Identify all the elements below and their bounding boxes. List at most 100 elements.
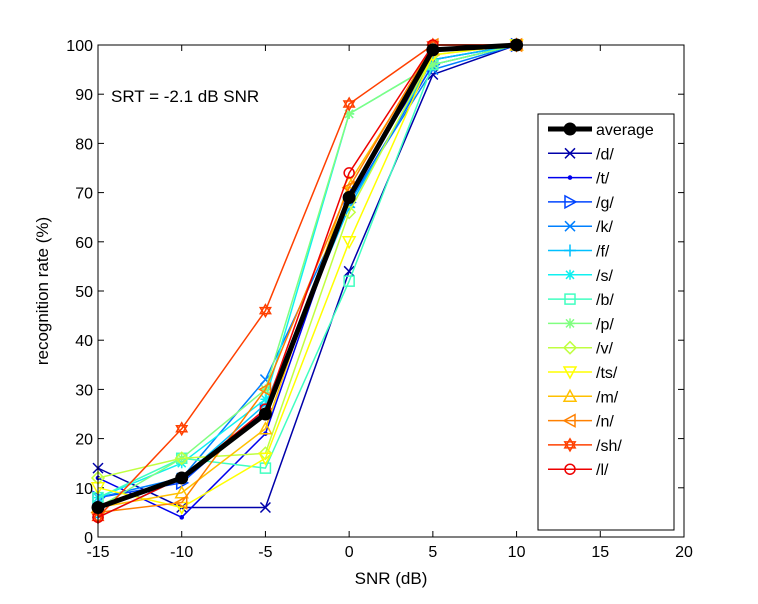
- data-point: [179, 515, 185, 520]
- legend-marker: [563, 437, 577, 453]
- data-point: [343, 275, 355, 287]
- legend-item: /n/: [548, 413, 614, 431]
- data-point: [257, 382, 272, 397]
- data-point: [174, 451, 189, 466]
- data-point-part: [175, 425, 189, 437]
- y-tick-label: 10: [75, 481, 93, 498]
- data-point: [427, 59, 438, 70]
- data-point-part: [563, 441, 577, 453]
- legend-label: /ts/: [596, 365, 618, 382]
- legend-label: average: [596, 122, 654, 139]
- data-point-part: [175, 421, 189, 433]
- y-tick-label: 40: [75, 333, 93, 350]
- legend-label: /l/: [596, 462, 609, 479]
- x-tick-label: -10: [170, 544, 193, 561]
- data-point-part: [563, 437, 577, 449]
- legend: average/d/ /t/ /g/ /k/ /f/ /s/ /b/ /p/ /v/ /ts/ /m…: [537, 113, 675, 531]
- legend-item: /k/: [548, 219, 613, 236]
- data-point: [343, 167, 355, 179]
- legend-label: /m/: [596, 389, 619, 406]
- x-axis-title: SNR (dB): [355, 569, 428, 588]
- data-point-part: [258, 306, 272, 319]
- legend-item: /m/: [548, 388, 619, 406]
- legend-marker: [565, 318, 575, 329]
- data-point: [258, 407, 272, 421]
- y-tick-label: 60: [75, 235, 93, 252]
- y-tick-label: 100: [66, 38, 93, 55]
- data-point: [258, 452, 273, 466]
- legend-marker: [567, 175, 573, 180]
- legend-label: /t/: [596, 171, 610, 188]
- y-tick-label: 70: [75, 186, 93, 203]
- legend-label: /s/: [596, 268, 613, 285]
- legend-marker: [562, 388, 578, 403]
- legend-item: /sh/: [548, 437, 622, 455]
- legend-item: average: [548, 122, 654, 139]
- x-tick-label: 0: [345, 544, 354, 561]
- series-average: [91, 38, 524, 514]
- data-point: [341, 236, 357, 250]
- x-tick-label: 10: [508, 544, 526, 561]
- data-point: [343, 265, 355, 277]
- data-point: [175, 421, 189, 437]
- legend-marker: [564, 194, 578, 210]
- data-point: [258, 446, 273, 461]
- legend-label: /n/: [596, 414, 614, 431]
- legend-marker: [564, 293, 576, 305]
- data-point-part: [342, 96, 356, 108]
- data-point: [258, 421, 273, 435]
- legend-label: /g/: [596, 195, 614, 212]
- legend-item: /p/: [548, 316, 614, 333]
- data-point: [260, 394, 271, 405]
- y-tick-label: 30: [75, 382, 93, 399]
- legend-item: /l/: [548, 462, 609, 479]
- legend-marker: [562, 340, 578, 355]
- y-tick-label: 0: [84, 530, 93, 547]
- data-point: [174, 495, 188, 510]
- legend-item: /d/: [548, 146, 614, 163]
- legend-label: /sh/: [596, 438, 622, 455]
- legend-marker: [563, 122, 577, 136]
- legend-marker: [562, 366, 578, 380]
- y-tick-label: 50: [75, 284, 93, 301]
- data-point: [259, 501, 271, 514]
- tick-labels: -15 -10 -5 0 5 10 15 20 0 10 20 30 40 50 60 70 80 90 100: [66, 38, 693, 561]
- legend-item: /b/: [548, 292, 614, 309]
- series-line: [97, 42, 517, 510]
- legend-box: [537, 113, 675, 531]
- legend-label: /b/: [596, 292, 614, 309]
- data-point: [258, 303, 272, 319]
- legend-marker: [565, 269, 575, 280]
- plot-border: [97, 44, 685, 538]
- legend-label: /k/: [596, 219, 613, 236]
- legend-marker: [564, 220, 576, 232]
- x-tick-label: 20: [675, 544, 693, 561]
- x-tick-label: -15: [86, 544, 109, 561]
- y-tick-label: 80: [75, 136, 93, 153]
- legend-marker: [564, 147, 576, 159]
- data-point: [175, 471, 189, 485]
- srt-annotation: SRT = -2.1 dB SNR: [111, 87, 259, 106]
- data-point: [174, 485, 189, 499]
- legend-label: /p/: [596, 316, 614, 333]
- legend-label: /d/: [596, 146, 614, 163]
- series-line: [97, 44, 517, 509]
- x-tick-label: 5: [428, 544, 437, 561]
- legend-item: /f/: [548, 244, 610, 261]
- legend-marker: [562, 413, 576, 428]
- legend-item: /t/: [548, 171, 610, 188]
- y-tick-label: 90: [75, 87, 93, 104]
- legend-marker: [564, 244, 576, 257]
- y-axis-title: recognition rate (%): [33, 217, 52, 365]
- x-tick-label: 15: [591, 544, 609, 561]
- y-tick-label: 20: [75, 432, 93, 449]
- legend-item: /v/: [548, 340, 613, 358]
- legend-label: /v/: [596, 341, 613, 358]
- legend-item: /g/: [548, 194, 614, 212]
- legend-label: /f/: [596, 244, 610, 261]
- data-point: [426, 43, 440, 57]
- data-point: [342, 191, 356, 205]
- data-point: [344, 108, 355, 119]
- data-point-part: [342, 100, 356, 112]
